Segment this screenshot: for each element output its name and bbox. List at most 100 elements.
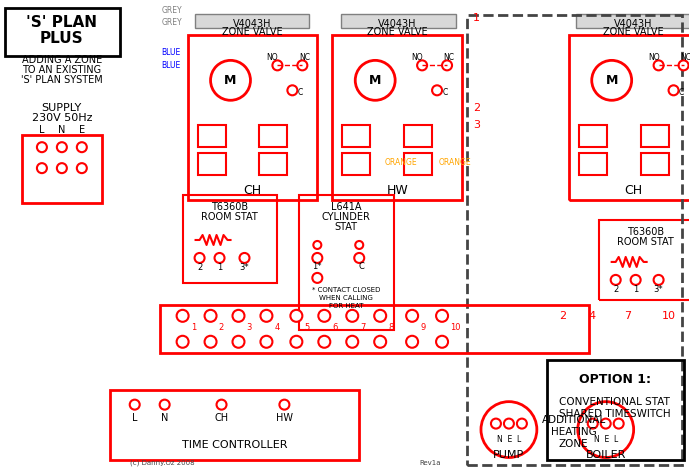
Text: C: C — [679, 88, 684, 97]
Bar — [404, 125, 432, 147]
Text: 2: 2 — [559, 311, 566, 321]
Circle shape — [37, 163, 47, 173]
Circle shape — [288, 85, 297, 95]
Bar — [579, 153, 607, 175]
Text: OPTION 1:: OPTION 1: — [579, 373, 651, 386]
Circle shape — [354, 253, 364, 263]
Text: 3*: 3* — [239, 263, 249, 272]
Circle shape — [442, 60, 452, 70]
Circle shape — [613, 418, 624, 429]
Text: ZONE VALVE: ZONE VALVE — [222, 28, 283, 37]
Bar — [259, 125, 288, 147]
Circle shape — [57, 142, 67, 152]
Text: V4043H: V4043H — [378, 20, 416, 29]
Circle shape — [406, 310, 418, 322]
Text: ZONE VALVE: ZONE VALVE — [367, 28, 428, 37]
Text: Rev1a: Rev1a — [419, 460, 441, 466]
Circle shape — [318, 336, 331, 348]
Circle shape — [436, 310, 448, 322]
Text: ORANGE: ORANGE — [439, 158, 472, 167]
Text: C: C — [298, 88, 303, 97]
Text: 3*: 3* — [654, 285, 663, 294]
Text: ZONE VALVE: ZONE VALVE — [603, 28, 664, 37]
Circle shape — [517, 418, 527, 429]
Text: V4043H: V4043H — [614, 20, 653, 29]
Bar — [569, 36, 690, 200]
Circle shape — [601, 418, 611, 429]
Text: E: E — [79, 125, 85, 135]
Circle shape — [233, 310, 244, 322]
Text: N  E  L: N E L — [497, 435, 521, 444]
Circle shape — [355, 241, 363, 249]
Bar — [640, 125, 669, 147]
Bar — [342, 15, 456, 29]
Circle shape — [631, 275, 640, 285]
Text: STAT: STAT — [335, 222, 357, 232]
Text: ADDITIONAL: ADDITIONAL — [542, 415, 606, 424]
Circle shape — [669, 85, 678, 95]
Text: ORANGE: ORANGE — [384, 158, 417, 167]
Text: TIME CONTROLLER: TIME CONTROLLER — [181, 439, 287, 450]
Text: BOILER: BOILER — [586, 450, 626, 460]
Text: N: N — [58, 125, 66, 135]
Circle shape — [279, 400, 289, 410]
Circle shape — [578, 402, 633, 458]
Text: PLUS: PLUS — [40, 31, 83, 46]
Circle shape — [159, 400, 170, 410]
Text: 2: 2 — [613, 285, 618, 294]
Circle shape — [215, 253, 224, 263]
Text: N: N — [161, 413, 168, 423]
Text: 'S' PLAN: 'S' PLAN — [26, 15, 97, 30]
Text: 7: 7 — [360, 323, 366, 332]
Text: ADDING A ZONE: ADDING A ZONE — [22, 55, 102, 66]
Circle shape — [290, 310, 302, 322]
Text: SUPPLY: SUPPLY — [41, 103, 82, 113]
Text: HW: HW — [386, 183, 408, 197]
Text: CH: CH — [624, 183, 642, 197]
Circle shape — [588, 418, 598, 429]
Text: 'S' PLAN SYSTEM: 'S' PLAN SYSTEM — [21, 75, 103, 85]
Text: ROOM STAT: ROOM STAT — [201, 212, 258, 222]
Text: 2: 2 — [197, 263, 202, 272]
Text: 6: 6 — [333, 323, 337, 332]
Circle shape — [432, 85, 442, 95]
Text: SHARED TIMESWITCH: SHARED TIMESWITCH — [559, 409, 671, 418]
Circle shape — [130, 400, 139, 410]
Text: L641A: L641A — [331, 202, 362, 212]
Text: ROOM STAT: ROOM STAT — [618, 237, 674, 247]
Text: GREY: GREY — [161, 18, 182, 27]
Circle shape — [204, 336, 217, 348]
Bar — [22, 135, 102, 203]
Bar — [197, 153, 226, 175]
Circle shape — [77, 163, 87, 173]
Text: 5: 5 — [304, 323, 310, 332]
Circle shape — [77, 142, 87, 152]
Bar — [579, 125, 607, 147]
Text: NO: NO — [411, 53, 423, 62]
Circle shape — [177, 336, 188, 348]
Bar — [404, 153, 432, 175]
Text: BLUE: BLUE — [161, 61, 181, 70]
Circle shape — [313, 253, 322, 263]
Circle shape — [37, 142, 47, 152]
Circle shape — [273, 60, 282, 70]
Text: WHEN CALLING: WHEN CALLING — [319, 295, 373, 301]
Bar — [333, 36, 462, 200]
Circle shape — [491, 418, 501, 429]
Circle shape — [481, 402, 537, 458]
Text: * CONTACT CLOSED: * CONTACT CLOSED — [312, 287, 380, 293]
Circle shape — [57, 163, 67, 173]
Text: PUMP: PUMP — [493, 450, 524, 460]
Bar — [299, 195, 394, 330]
Text: 1*: 1* — [313, 263, 322, 271]
Bar — [342, 125, 371, 147]
Text: L: L — [132, 413, 137, 423]
Text: FOR HEAT: FOR HEAT — [329, 303, 364, 309]
Text: N  E  L: N E L — [593, 435, 618, 444]
Text: GREY: GREY — [161, 6, 182, 15]
Text: T6360B: T6360B — [627, 227, 664, 237]
Text: 8: 8 — [388, 323, 393, 332]
Text: 9: 9 — [420, 323, 425, 332]
Circle shape — [436, 336, 448, 348]
Bar — [159, 305, 589, 353]
